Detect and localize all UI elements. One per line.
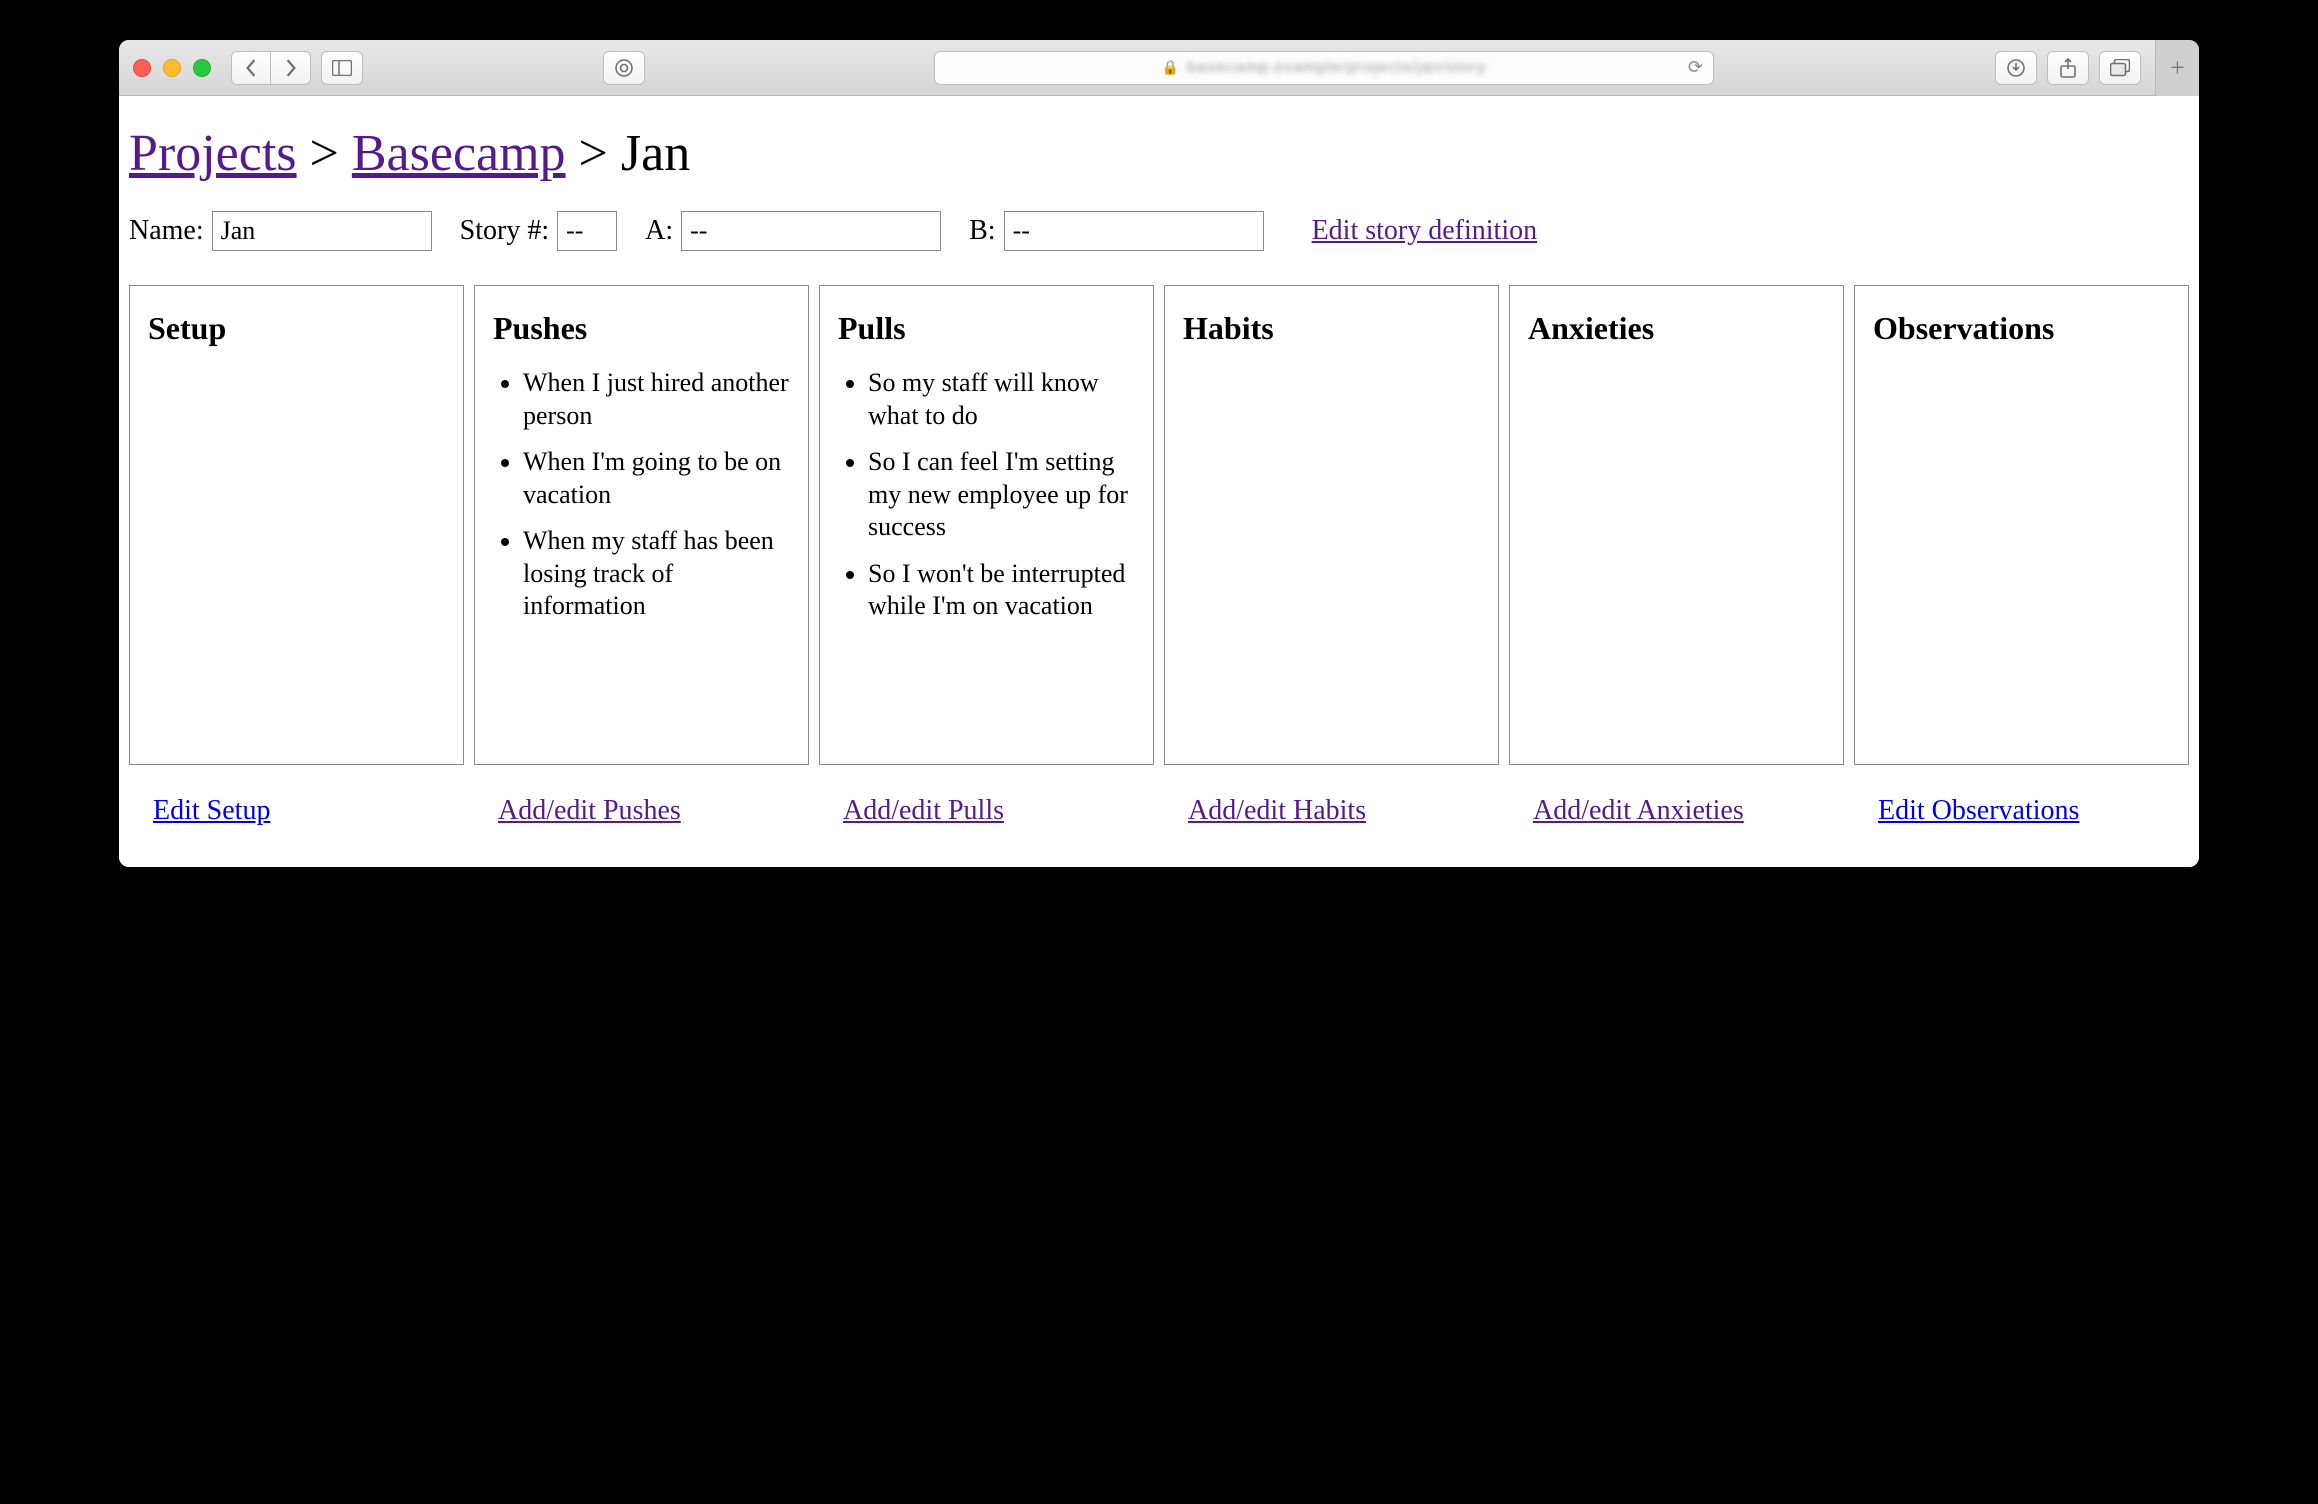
column-list: When I just hired another person When I'm… [493, 367, 790, 623]
downloads-button[interactable] [1995, 51, 2037, 85]
close-window-button[interactable] [133, 59, 151, 77]
edit-habits-link[interactable]: Add/edit Habits [1188, 795, 1366, 826]
a-label-text: A: [645, 215, 673, 247]
field-b-input[interactable] [1004, 211, 1264, 251]
edit-observations-link[interactable]: Edit Observations [1878, 795, 2079, 826]
field-b-label: B: [969, 211, 1263, 251]
column-habits: Habits [1164, 285, 1499, 765]
download-icon [2007, 59, 2025, 77]
tabs-button[interactable] [2099, 51, 2141, 85]
columns: Setup Pushes When I just hired another p… [129, 285, 2189, 765]
nav-buttons [231, 51, 311, 85]
window-controls [133, 59, 211, 77]
list-item: So I won't be interrupted while I'm on v… [868, 558, 1135, 623]
breadcrumb-current: Jan [621, 125, 690, 182]
browser-window: 🔒 basecamp.example/projects/jan/story ⟳ [119, 40, 2199, 867]
zoom-window-button[interactable] [193, 59, 211, 77]
list-item: When I just hired another person [523, 367, 790, 432]
breadcrumb-project-link[interactable]: Basecamp [352, 125, 566, 182]
edit-story-definition-link[interactable]: Edit story definition [1312, 215, 1538, 247]
shield-icon [615, 59, 633, 77]
toolbar-right [1995, 51, 2141, 85]
column-title: Habits [1183, 310, 1480, 347]
edit-pulls-link[interactable]: Add/edit Pulls [843, 795, 1004, 826]
column-pushes: Pushes When I just hired another personW… [474, 285, 809, 765]
field-a-input[interactable] [681, 211, 941, 251]
column-list: So my staff will know what to do So I can… [838, 367, 1135, 623]
story-label-text: Story #: [460, 215, 549, 247]
back-button[interactable] [231, 51, 271, 85]
url-text: basecamp.example/projects/jan/story [1187, 59, 1486, 77]
minimize-window-button[interactable] [163, 59, 181, 77]
privacy-report-button[interactable] [603, 51, 645, 85]
name-field-label: Name: [129, 211, 432, 251]
story-number-label: Story #: [460, 211, 617, 251]
field-a-label: A: [645, 211, 941, 251]
reload-button[interactable]: ⟳ [1688, 57, 1703, 78]
tabs-icon [2110, 59, 2130, 77]
chevron-left-icon [244, 59, 258, 77]
story-number-input[interactable] [557, 211, 617, 251]
titlebar: 🔒 basecamp.example/projects/jan/story ⟳ [119, 40, 2199, 96]
edit-setup-link[interactable]: Edit Setup [153, 795, 270, 826]
chevron-right-icon [284, 59, 298, 77]
column-title: Observations [1873, 310, 2170, 347]
list-item: So my staff will know what to do [868, 367, 1135, 432]
breadcrumb-separator: > [579, 125, 621, 182]
breadcrumb-separator: > [310, 125, 352, 182]
column-observations: Observations [1854, 285, 2189, 765]
breadcrumb: Projects > Basecamp > Jan [129, 124, 2189, 183]
column-title: Pulls [838, 310, 1135, 347]
edit-pushes-link[interactable]: Add/edit Pushes [498, 795, 681, 826]
list-item: When my staff has been losing track of i… [523, 525, 790, 623]
share-icon [2059, 58, 2077, 78]
b-label-text: B: [969, 215, 995, 247]
name-label-text: Name: [129, 215, 204, 247]
column-anxieties: Anxieties [1509, 285, 1844, 765]
address-bar[interactable]: 🔒 basecamp.example/projects/jan/story ⟳ [934, 51, 1714, 85]
share-button[interactable] [2047, 51, 2089, 85]
page-content: Projects > Basecamp > Jan Name: Story #:… [119, 96, 2199, 867]
list-item: So I can feel I'm setting my new employe… [868, 446, 1135, 544]
column-setup: Setup [129, 285, 464, 765]
name-input[interactable] [212, 211, 432, 251]
sidebar-toggle-button[interactable] [321, 51, 363, 85]
column-title: Anxieties [1528, 310, 1825, 347]
breadcrumb-projects-link[interactable]: Projects [129, 125, 297, 182]
lock-icon: 🔒 [1162, 59, 1179, 76]
forward-button[interactable] [271, 51, 311, 85]
sidebar-icon [332, 60, 352, 76]
edit-anxieties-link[interactable]: Add/edit Anxieties [1533, 795, 1744, 826]
edit-links-row: Edit Setup Add/edit Pushes Add/edit Pull… [129, 795, 2189, 827]
column-title: Pushes [493, 310, 790, 347]
column-pulls: Pulls So my staff will know what to doSo… [819, 285, 1154, 765]
story-form: Name: Story #: A: B: Edit story definiti… [129, 211, 2189, 251]
list-item: When I'm going to be on vacation [523, 446, 790, 511]
column-title: Setup [148, 310, 445, 347]
new-tab-button[interactable]: + [2155, 40, 2199, 96]
